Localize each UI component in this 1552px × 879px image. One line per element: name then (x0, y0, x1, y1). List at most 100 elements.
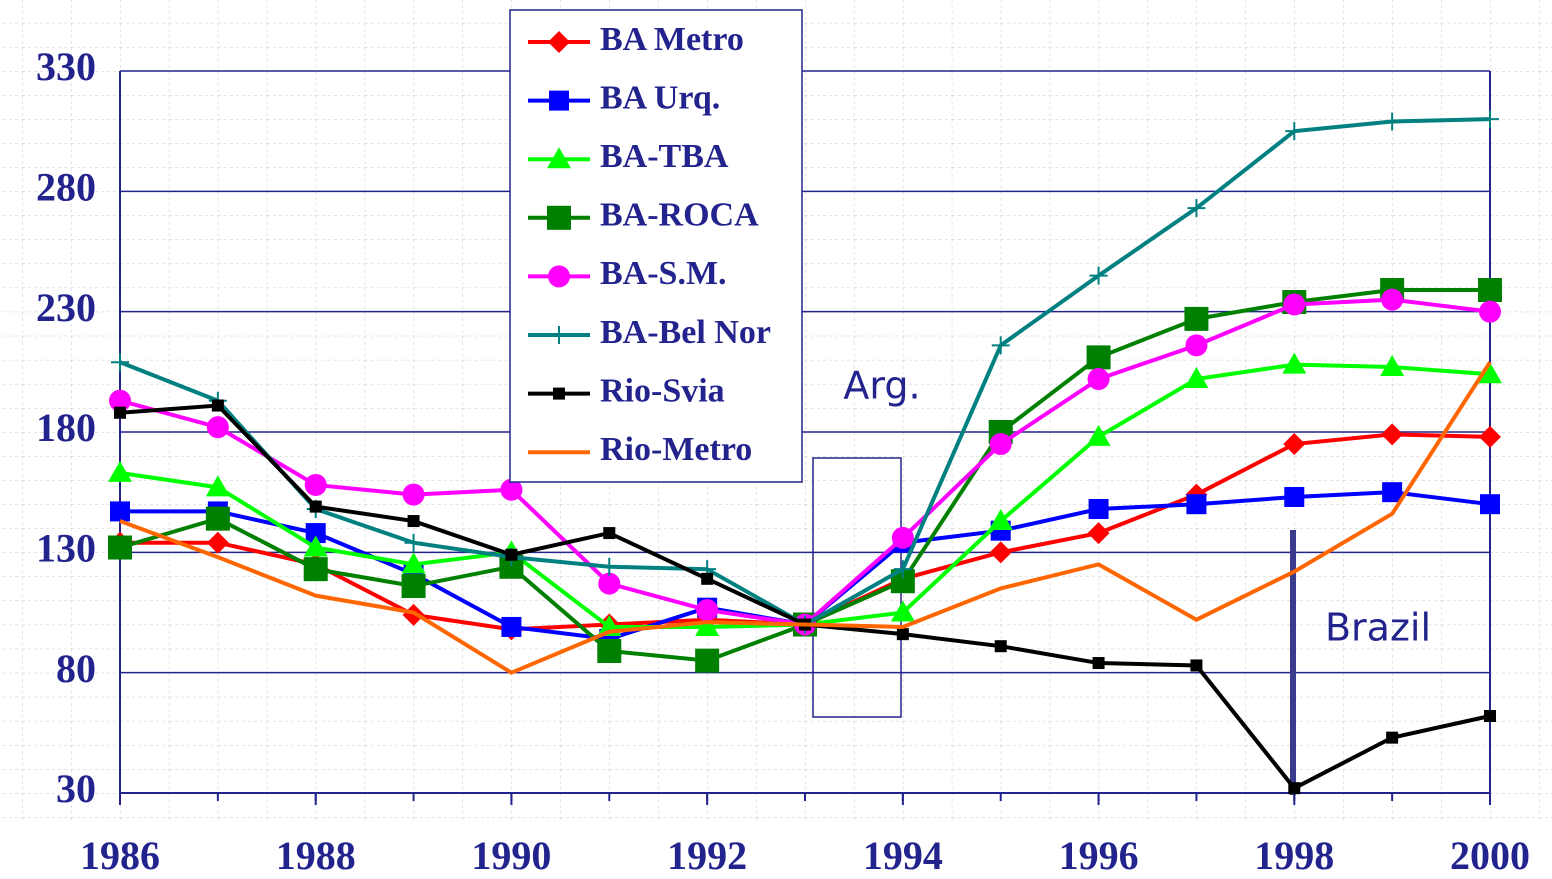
annotation: Arg. (843, 364, 920, 408)
marker (991, 336, 1010, 355)
marker (891, 526, 914, 549)
legend-label: BA-Bel Nor (600, 314, 771, 351)
marker (211, 399, 224, 412)
marker (303, 535, 328, 557)
marker (1478, 278, 1502, 303)
y-tick-label: 280 (36, 165, 96, 210)
marker (548, 31, 570, 53)
marker (547, 205, 571, 230)
marker (505, 548, 518, 561)
marker (988, 509, 1013, 531)
marker (404, 533, 423, 552)
marker (701, 572, 714, 585)
marker (994, 640, 1007, 653)
marker (1092, 657, 1105, 670)
marker (1186, 494, 1207, 515)
legend-label: BA Metro (600, 21, 744, 58)
marker (1478, 362, 1502, 384)
legend-label: BA-ROCA (600, 197, 759, 234)
marker (597, 639, 622, 664)
legend-label: BA-TBA (600, 138, 729, 175)
marker (1282, 352, 1307, 374)
marker (549, 90, 569, 111)
legend-label: BA-S.M. (600, 255, 727, 292)
marker (1380, 355, 1405, 377)
marker (1386, 731, 1399, 744)
marker (1484, 709, 1496, 722)
marker (548, 265, 570, 288)
marker (989, 433, 1012, 456)
marker (407, 515, 420, 528)
marker (553, 387, 565, 400)
marker (1184, 306, 1209, 331)
marker (1086, 424, 1111, 446)
marker (1283, 433, 1306, 456)
marker (598, 572, 621, 595)
marker (695, 614, 720, 636)
marker (114, 406, 126, 419)
marker (1087, 368, 1110, 391)
y-tick-label: 230 (36, 285, 96, 330)
y-tick-label: 80 (56, 646, 96, 691)
marker (550, 326, 568, 344)
marker (695, 648, 720, 673)
marker (1284, 486, 1305, 507)
y-tick-label: 330 (36, 44, 96, 89)
marker (547, 147, 571, 169)
marker (500, 478, 523, 501)
marker (1086, 345, 1111, 370)
marker (1479, 300, 1501, 323)
marker (1088, 499, 1109, 520)
marker (1283, 293, 1306, 316)
marker (303, 557, 328, 582)
marker (1479, 425, 1501, 448)
marker (501, 616, 522, 637)
marker (1187, 199, 1206, 218)
marker (1185, 334, 1208, 357)
legend (509, 9, 803, 483)
marker (111, 353, 129, 372)
marker (401, 552, 426, 574)
marker (304, 473, 327, 496)
marker (989, 541, 1012, 564)
marker (600, 557, 619, 576)
marker (1381, 288, 1404, 311)
marker (1190, 659, 1203, 672)
marker (206, 416, 229, 439)
marker (1480, 494, 1500, 515)
x-tick-label: 1992 (667, 833, 747, 878)
y-tick-label: 180 (36, 405, 96, 450)
marker (696, 599, 719, 622)
marker (305, 523, 326, 544)
y-tick-label: 30 (56, 766, 96, 811)
y-tick-label: 130 (36, 526, 96, 571)
marker (110, 501, 130, 522)
marker (1089, 266, 1108, 285)
marker (1184, 367, 1209, 389)
marker (401, 574, 426, 599)
x-tick-label: 1994 (863, 833, 943, 878)
marker (108, 535, 132, 560)
marker (1288, 782, 1301, 795)
annotation: Brazil (1325, 606, 1431, 650)
marker (893, 560, 912, 579)
marker (896, 628, 909, 641)
marker (1381, 423, 1404, 446)
x-tick-label: 1986 (80, 833, 160, 878)
legend-label: Rio-Metro (600, 431, 752, 468)
marker (1481, 110, 1499, 129)
marker (109, 389, 131, 412)
marker (1087, 522, 1110, 545)
series-line (119, 361, 1492, 675)
legend-label: Rio-Svia (600, 372, 725, 409)
marker (402, 483, 425, 506)
marker (108, 460, 132, 482)
marker (1285, 122, 1304, 141)
x-tick-label: 1998 (1254, 833, 1334, 878)
x-tick-label: 1990 (471, 833, 551, 878)
marker (402, 603, 425, 626)
marker (309, 500, 322, 513)
marker (1382, 482, 1403, 503)
